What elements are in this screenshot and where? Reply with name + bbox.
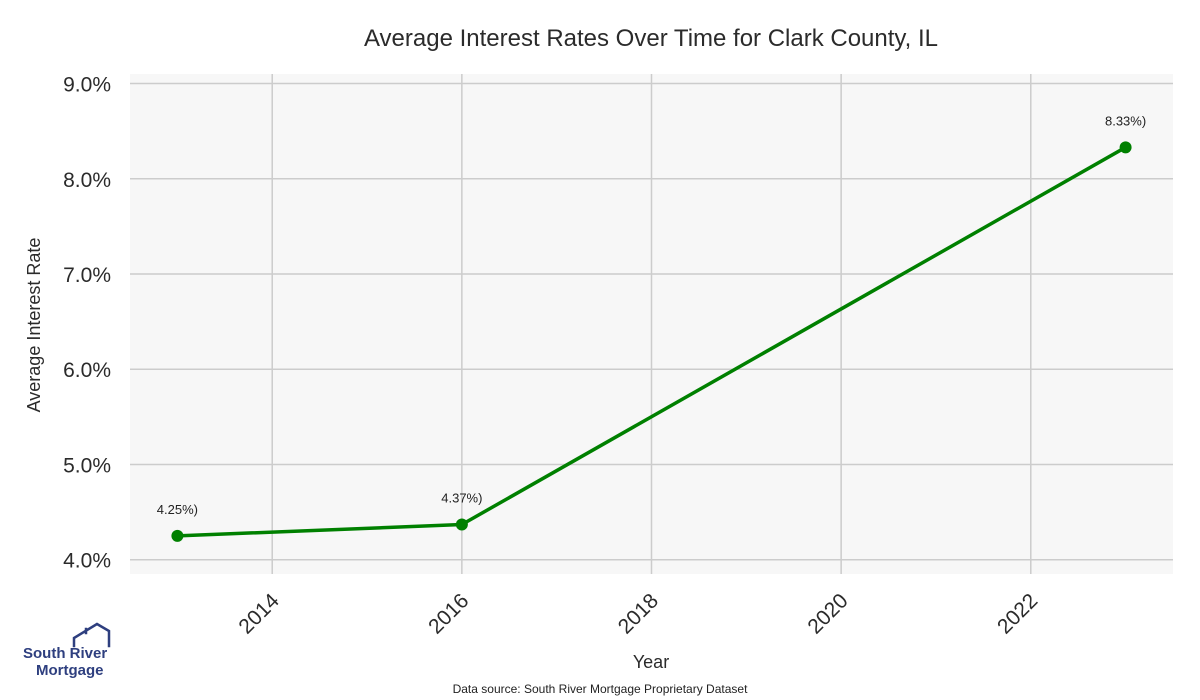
x-tick-label: 2014 — [234, 589, 284, 639]
y-tick-label: 6.0% — [63, 359, 111, 382]
y-tick-label: 7.0% — [63, 264, 111, 287]
y-tick-label: 8.0% — [63, 169, 111, 192]
data-label: 4.37%) — [441, 490, 482, 505]
data-point — [1119, 141, 1132, 154]
y-axis-ticks: 4.0% 5.0% 6.0% 7.0% 8.0% 9.0% — [63, 74, 111, 573]
x-tick-label: 2018 — [614, 589, 663, 638]
data-point — [455, 518, 468, 531]
logo: South River Mortgage — [23, 622, 111, 679]
x-tick-label: 2016 — [424, 589, 473, 638]
data-label: 4.25%) — [157, 502, 198, 517]
y-tick-label: 4.0% — [63, 550, 111, 573]
house-roof-icon — [72, 622, 111, 648]
data-labels: 4.25%) 4.37%) 8.33%) — [157, 113, 1146, 517]
y-tick-label: 5.0% — [63, 454, 111, 477]
chart-title: Average Interest Rates Over Time for Cla… — [364, 25, 938, 52]
data-label: 8.33%) — [1105, 113, 1146, 128]
data-source: Data source: South River Mortgage Propri… — [453, 682, 748, 696]
data-points — [171, 141, 1132, 542]
grid-lines — [130, 74, 1173, 574]
y-axis-label: Average Interest Rate — [24, 238, 44, 413]
x-axis-label: Year — [633, 652, 669, 672]
x-axis-ticks: 2014 2016 2018 2020 2022 — [234, 589, 1042, 639]
x-tick-label: 2020 — [803, 589, 852, 638]
logo-line-1: South River — [23, 645, 107, 662]
y-tick-label: 9.0% — [63, 74, 111, 97]
logo-line-2: Mortgage — [36, 662, 104, 679]
x-tick-label: 2022 — [993, 589, 1042, 638]
data-point — [171, 529, 184, 542]
